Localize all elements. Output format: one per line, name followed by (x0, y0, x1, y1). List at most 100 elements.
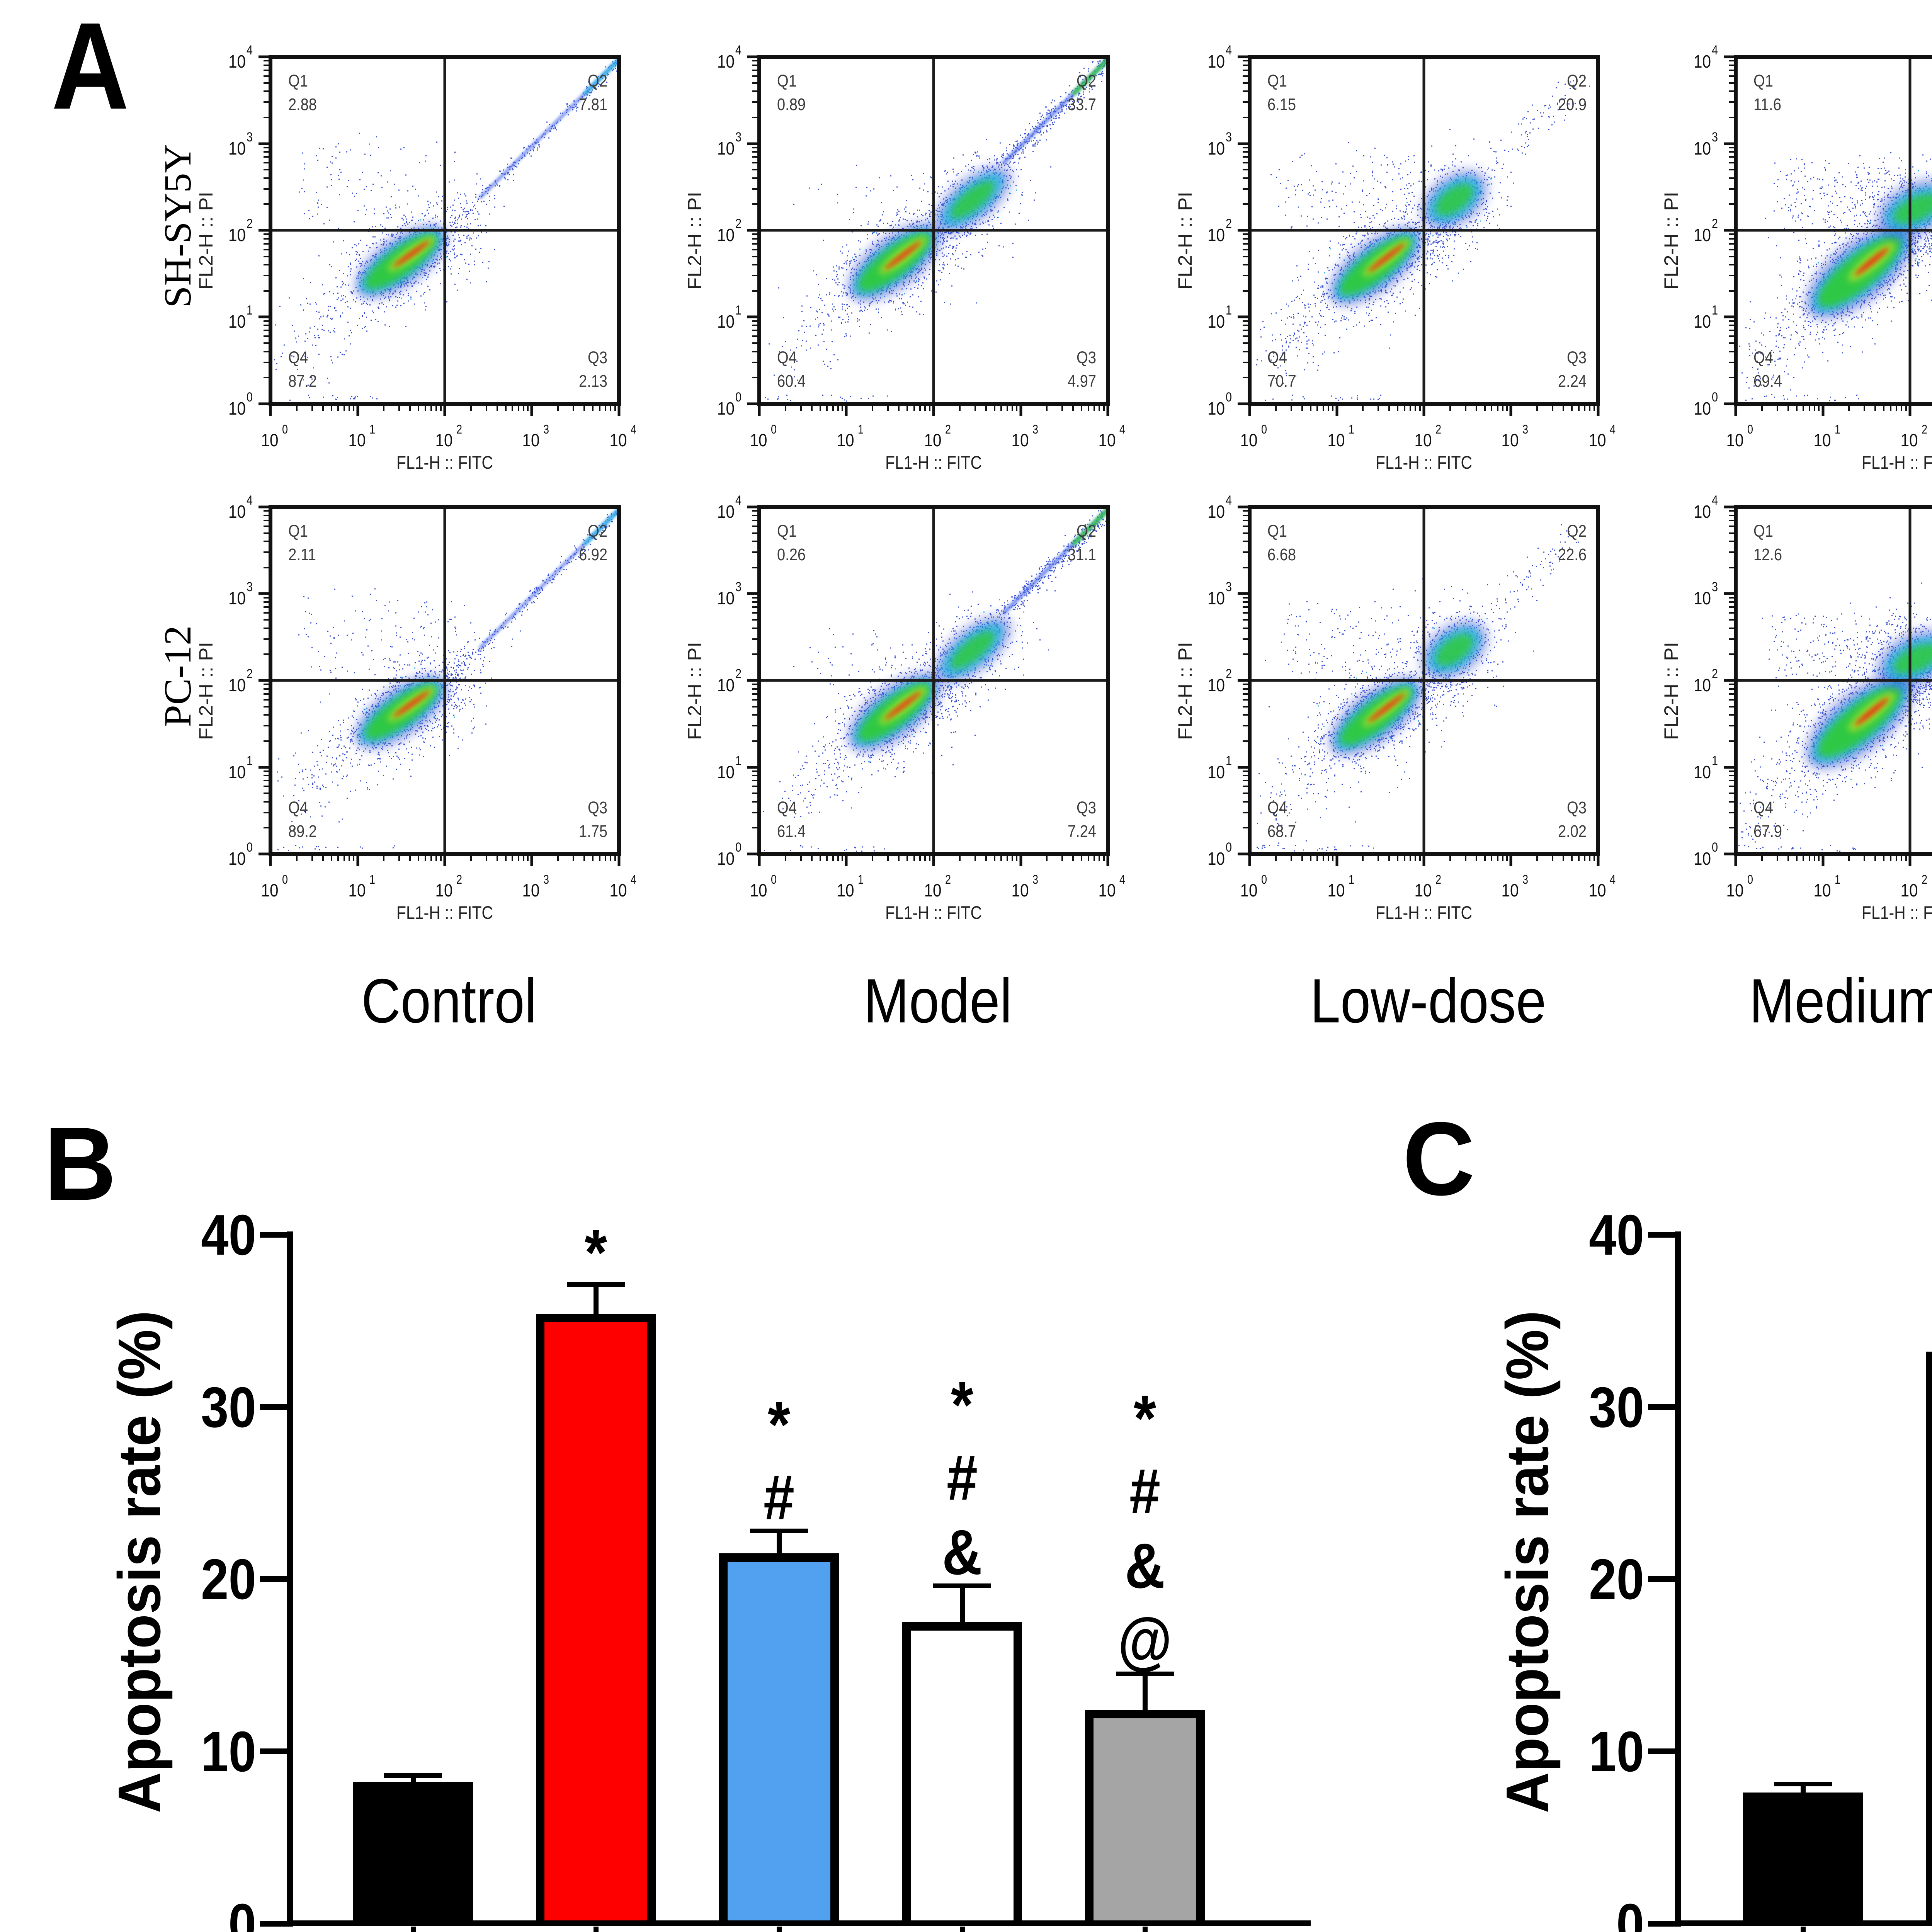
svg-text:3: 3 (1032, 422, 1038, 436)
svg-text:2.13: 2.13 (579, 372, 607, 391)
svg-text:10: 10 (1328, 880, 1345, 900)
svg-text:FL2-H :: PI: FL2-H :: PI (1660, 642, 1682, 740)
svg-text:&: & (942, 1517, 982, 1588)
svg-text:3: 3 (1712, 130, 1718, 145)
svg-text:3: 3 (247, 580, 253, 594)
svg-text:10: 10 (228, 138, 246, 158)
svg-text:Q4: Q4 (777, 348, 797, 367)
svg-text:1: 1 (1835, 422, 1840, 436)
svg-text:Apoptosis rate (%): Apoptosis rate (%) (1494, 1311, 1561, 1813)
svg-text:3: 3 (1712, 580, 1718, 594)
svg-text:2: 2 (945, 422, 951, 436)
svg-text:10: 10 (837, 880, 854, 900)
svg-text:10: 10 (1208, 588, 1225, 608)
svg-text:20: 20 (1589, 1548, 1644, 1611)
svg-text:10: 10 (1901, 880, 1918, 900)
svg-text:10: 10 (1502, 430, 1519, 450)
svg-text:10: 10 (1589, 1720, 1644, 1784)
svg-text:10: 10 (228, 849, 246, 869)
svg-text:2: 2 (1922, 422, 1927, 436)
svg-text:10: 10 (349, 880, 366, 900)
svg-text:Q3: Q3 (1077, 348, 1096, 367)
svg-text:0: 0 (282, 422, 288, 436)
svg-text:2: 2 (1226, 667, 1232, 681)
svg-text:Q2: Q2 (1077, 522, 1096, 541)
svg-text:0: 0 (1261, 422, 1267, 436)
svg-text:4: 4 (247, 493, 253, 508)
svg-text:10: 10 (261, 430, 279, 450)
svg-text:68.7: 68.7 (1267, 822, 1296, 841)
svg-text:Q1: Q1 (288, 522, 308, 541)
svg-text:60.4: 60.4 (777, 372, 806, 391)
svg-text:0: 0 (247, 840, 253, 855)
svg-text:Q1: Q1 (777, 522, 797, 541)
svg-text:1: 1 (247, 753, 253, 768)
svg-text:SH-SY5Y: SH-SY5Y (156, 144, 199, 308)
svg-text:1: 1 (735, 303, 742, 318)
svg-text:10: 10 (1208, 398, 1225, 418)
svg-text:10: 10 (228, 502, 246, 522)
svg-text:10: 10 (1208, 311, 1225, 332)
svg-text:10: 10 (717, 138, 735, 158)
svg-text:10: 10 (717, 588, 735, 608)
svg-text:1: 1 (247, 303, 253, 318)
svg-text:1: 1 (1835, 872, 1840, 886)
svg-text:Q2: Q2 (588, 522, 607, 541)
svg-text:40: 40 (201, 1203, 256, 1267)
svg-text:10: 10 (522, 880, 540, 900)
svg-text:1: 1 (369, 422, 375, 436)
svg-text:Q4: Q4 (777, 798, 797, 817)
svg-text:0: 0 (1616, 1892, 1644, 1932)
svg-text:10: 10 (1415, 880, 1432, 900)
svg-text:7.24: 7.24 (1068, 822, 1096, 841)
svg-text:10: 10 (1208, 502, 1225, 522)
svg-text:10: 10 (1694, 675, 1711, 695)
svg-text:2: 2 (1226, 216, 1232, 231)
svg-text:FL1-H :: FITC: FL1-H :: FITC (1376, 902, 1472, 923)
svg-text:FL2-H :: PI: FL2-H :: PI (1174, 192, 1196, 290)
svg-text:4: 4 (1712, 493, 1718, 508)
svg-text:30: 30 (1589, 1376, 1644, 1439)
svg-text:0: 0 (735, 840, 742, 855)
svg-text:4: 4 (1226, 493, 1232, 508)
svg-text:4: 4 (1712, 43, 1718, 58)
svg-text:1: 1 (858, 872, 864, 886)
svg-text:10: 10 (1208, 849, 1225, 869)
svg-text:10: 10 (201, 1720, 256, 1784)
svg-text:30: 30 (201, 1376, 256, 1439)
svg-text:10: 10 (717, 398, 735, 418)
svg-text:10: 10 (1208, 762, 1225, 782)
svg-text:10: 10 (1694, 588, 1711, 608)
svg-text:10: 10 (228, 588, 246, 608)
svg-text:*: * (768, 1388, 790, 1461)
svg-text:11.6: 11.6 (1753, 95, 1781, 114)
svg-text:Q3: Q3 (588, 348, 607, 367)
svg-text:10: 10 (1012, 430, 1029, 450)
svg-text:6.92: 6.92 (579, 545, 607, 564)
svg-text:0: 0 (1226, 840, 1232, 855)
svg-text:10: 10 (1589, 880, 1606, 900)
svg-text:2.02: 2.02 (1558, 822, 1587, 841)
svg-text:10: 10 (1502, 880, 1519, 900)
svg-text:67.9: 67.9 (1753, 822, 1782, 841)
svg-text:4: 4 (735, 493, 742, 508)
svg-text:B: B (44, 1106, 116, 1222)
svg-text:0.89: 0.89 (777, 95, 806, 114)
svg-text:0: 0 (228, 1892, 256, 1932)
svg-text:4: 4 (631, 872, 636, 886)
svg-text:4: 4 (735, 43, 742, 58)
svg-text:4: 4 (1119, 422, 1125, 436)
svg-text:2: 2 (456, 422, 462, 436)
svg-text:10: 10 (1208, 225, 1225, 245)
svg-text:10: 10 (228, 311, 246, 332)
svg-text:40: 40 (1589, 1203, 1644, 1267)
svg-text:10: 10 (1208, 675, 1225, 695)
svg-text:10: 10 (522, 430, 540, 450)
svg-text:1: 1 (1226, 753, 1232, 768)
svg-text:2: 2 (247, 667, 253, 681)
svg-text:6.68: 6.68 (1267, 545, 1296, 564)
svg-text:3: 3 (1522, 422, 1528, 436)
svg-text:Q2: Q2 (1567, 522, 1587, 541)
svg-text:4: 4 (1610, 872, 1616, 886)
svg-text:10: 10 (1694, 762, 1711, 782)
